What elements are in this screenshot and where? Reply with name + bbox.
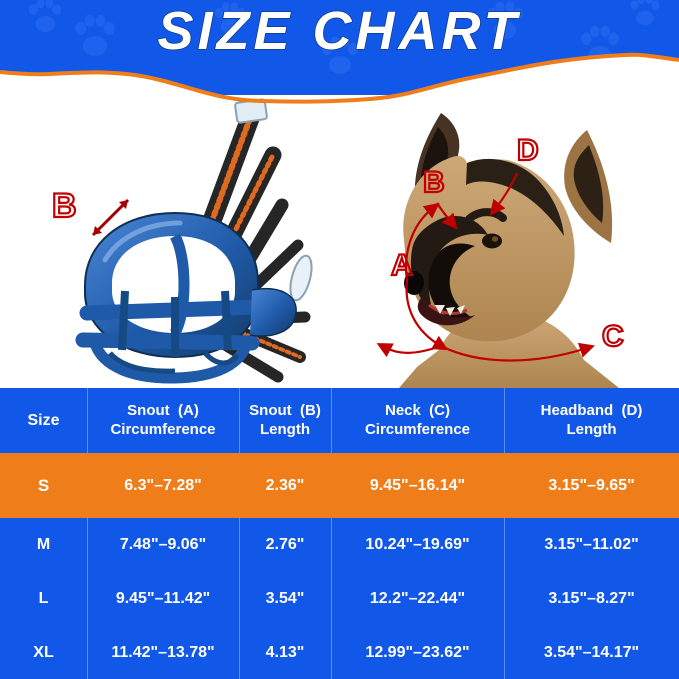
svg-text:B: B [423,166,445,199]
svg-text:B: B [52,187,77,225]
svg-text:C: C [602,320,624,353]
svg-text:SIZE CHART: SIZE CHART [157,1,520,61]
svg-text:A: A [391,249,413,282]
svg-text:D: D [517,134,539,167]
